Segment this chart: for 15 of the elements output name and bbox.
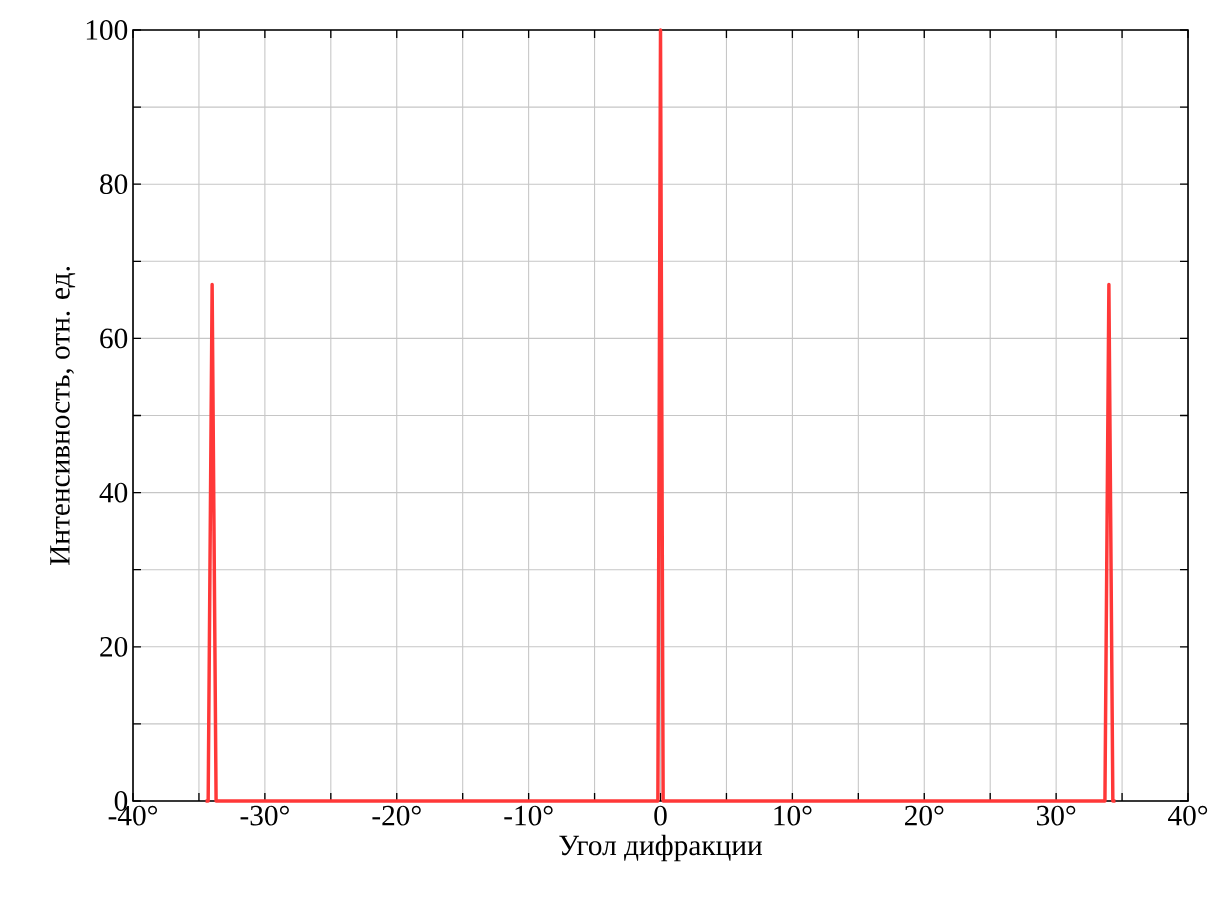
x-tick-label: 30° bbox=[1037, 805, 1076, 826]
x-tick-label: -10° bbox=[504, 805, 553, 826]
x-tick-label: 0 bbox=[654, 805, 667, 826]
x-tick-label: -30° bbox=[240, 805, 289, 826]
x-tick-label: -20° bbox=[372, 805, 421, 826]
y-tick-label: 80 bbox=[100, 174, 128, 195]
x-tick-label: 40° bbox=[1168, 805, 1208, 826]
x-axis-title: Угол дифракции bbox=[559, 834, 763, 862]
x-tick-label: 10° bbox=[774, 805, 812, 826]
y-tick-label: 40 bbox=[99, 482, 128, 503]
y-tick-label: 20 bbox=[100, 636, 128, 657]
y-tick-label: 60 bbox=[100, 328, 128, 349]
y-axis-title: Интенсивность, отн. ед. bbox=[50, 267, 76, 566]
x-tick-label: 20° bbox=[905, 805, 944, 826]
y-tick-label: 100 bbox=[86, 20, 128, 40]
